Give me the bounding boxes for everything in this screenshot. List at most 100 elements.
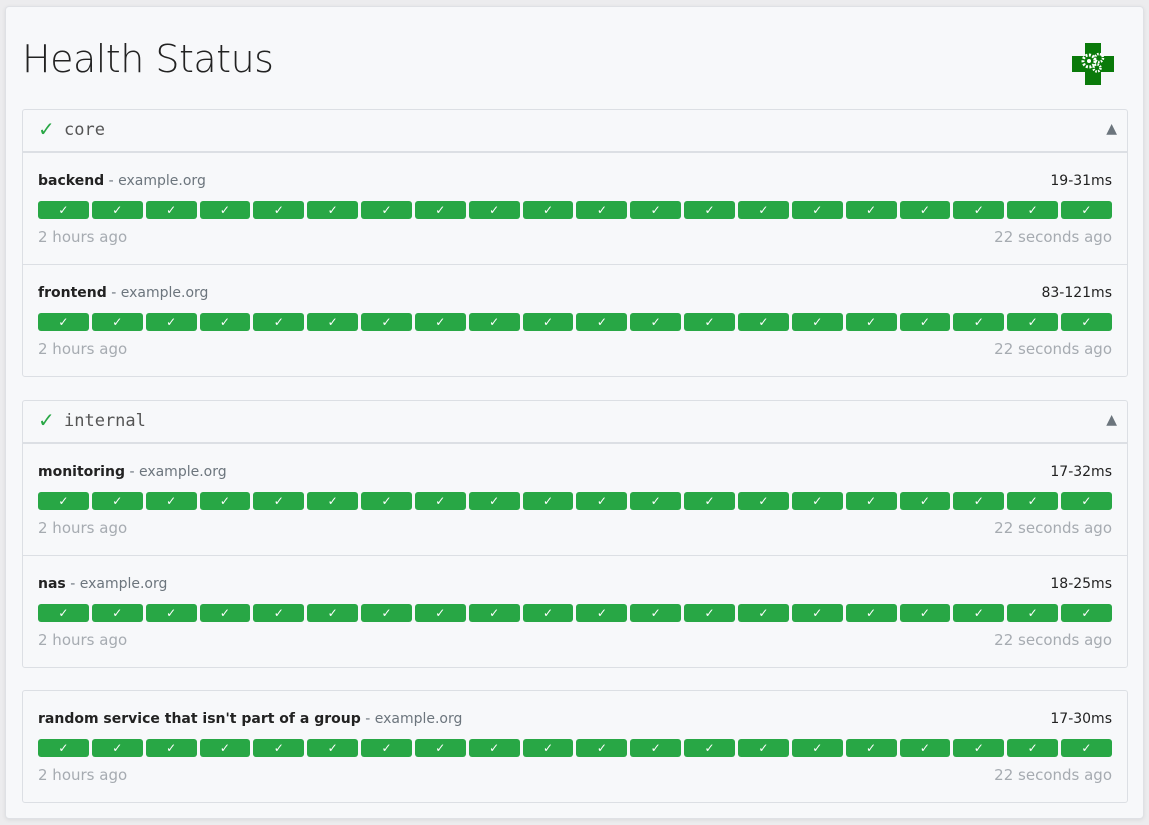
result-bar-success[interactable]: ✓ [38,739,89,757]
result-bar-success[interactable]: ✓ [845,739,897,757]
result-bar-success[interactable]: ✓ [1061,604,1112,622]
result-bar-success[interactable]: ✓ [145,313,197,331]
result-bar-success[interactable]: ✓ [414,492,466,510]
result-bar-success[interactable]: ✓ [522,201,574,219]
result-bar-success[interactable]: ✓ [468,313,520,331]
result-bar-success[interactable]: ✓ [91,739,143,757]
result-bar-success[interactable]: ✓ [253,604,305,622]
result-bar-success[interactable]: ✓ [737,313,789,331]
result-bar-success[interactable]: ✓ [953,313,1005,331]
result-bar-success[interactable]: ✓ [307,604,359,622]
result-bar-success[interactable]: ✓ [468,604,520,622]
result-bar-success[interactable]: ✓ [899,739,951,757]
result-bar-success[interactable]: ✓ [630,201,682,219]
result-bar-success[interactable]: ✓ [576,313,628,331]
result-bar-success[interactable]: ✓ [468,492,520,510]
result-bar-success[interactable]: ✓ [414,201,466,219]
result-bar-success[interactable]: ✓ [899,604,951,622]
result-bar-success[interactable]: ✓ [253,739,305,757]
collapse-triangle-icon[interactable]: ▲ [1106,121,1117,137]
result-bar-success[interactable]: ✓ [845,201,897,219]
result-bar-success[interactable]: ✓ [307,313,359,331]
result-bar-success[interactable]: ✓ [361,492,412,510]
group-header[interactable]: ✓ core ▲ [23,110,1127,153]
result-bar-success[interactable]: ✓ [91,201,143,219]
result-bar-success[interactable]: ✓ [522,739,574,757]
result-bar-success[interactable]: ✓ [1061,739,1112,757]
result-bar-success[interactable]: ✓ [199,604,251,622]
result-bar-success[interactable]: ✓ [630,313,682,331]
result-bar-success[interactable]: ✓ [1007,313,1059,331]
result-bar-success[interactable]: ✓ [1007,201,1059,219]
result-bar-success[interactable]: ✓ [91,492,143,510]
result-bar-success[interactable]: ✓ [145,492,197,510]
result-bar-success[interactable]: ✓ [38,201,89,219]
result-bar-success[interactable]: ✓ [953,201,1005,219]
result-bar-success[interactable]: ✓ [845,604,897,622]
result-bar-success[interactable]: ✓ [630,739,682,757]
result-bar-success[interactable]: ✓ [522,604,574,622]
service-name[interactable]: monitoring [38,464,125,480]
result-bar-success[interactable]: ✓ [307,201,359,219]
result-bar-success[interactable]: ✓ [361,201,412,219]
result-bar-success[interactable]: ✓ [307,492,359,510]
service-name[interactable]: random service that isn't part of a grou… [38,711,361,727]
result-bar-success[interactable]: ✓ [630,492,682,510]
result-bar-success[interactable]: ✓ [953,739,1005,757]
result-bar-success[interactable]: ✓ [361,604,412,622]
result-bar-success[interactable]: ✓ [576,492,628,510]
result-bar-success[interactable]: ✓ [361,739,412,757]
result-bar-success[interactable]: ✓ [91,313,143,331]
result-bar-success[interactable]: ✓ [684,313,735,331]
result-bar-success[interactable]: ✓ [953,492,1005,510]
result-bar-success[interactable]: ✓ [684,492,735,510]
result-bar-success[interactable]: ✓ [576,201,628,219]
result-bar-success[interactable]: ✓ [1061,492,1112,510]
result-bar-success[interactable]: ✓ [791,739,843,757]
result-bar-success[interactable]: ✓ [199,201,251,219]
result-bar-success[interactable]: ✓ [38,604,89,622]
result-bar-success[interactable]: ✓ [1007,604,1059,622]
result-bar-success[interactable]: ✓ [361,313,412,331]
result-bar-success[interactable]: ✓ [1061,201,1112,219]
result-bar-success[interactable]: ✓ [253,492,305,510]
result-bar-success[interactable]: ✓ [791,201,843,219]
service-name[interactable]: frontend [38,285,107,301]
group-header[interactable]: ✓ internal ▲ [23,401,1127,444]
result-bar-success[interactable]: ✓ [791,604,843,622]
result-bar-success[interactable]: ✓ [307,739,359,757]
result-bar-success[interactable]: ✓ [253,313,305,331]
result-bar-success[interactable]: ✓ [1061,313,1112,331]
result-bar-success[interactable]: ✓ [38,313,89,331]
result-bar-success[interactable]: ✓ [684,201,735,219]
result-bar-success[interactable]: ✓ [684,604,735,622]
result-bar-success[interactable]: ✓ [899,201,951,219]
result-bar-success[interactable]: ✓ [737,201,789,219]
result-bar-success[interactable]: ✓ [576,604,628,622]
result-bar-success[interactable]: ✓ [414,313,466,331]
result-bar-success[interactable]: ✓ [522,492,574,510]
collapse-triangle-icon[interactable]: ▲ [1106,412,1117,428]
result-bar-success[interactable]: ✓ [522,313,574,331]
result-bar-success[interactable]: ✓ [576,739,628,757]
result-bar-success[interactable]: ✓ [253,201,305,219]
result-bar-success[interactable]: ✓ [199,492,251,510]
service-name[interactable]: nas [38,576,66,592]
result-bar-success[interactable]: ✓ [845,492,897,510]
result-bar-success[interactable]: ✓ [199,313,251,331]
result-bar-success[interactable]: ✓ [414,739,466,757]
result-bar-success[interactable]: ✓ [145,201,197,219]
result-bar-success[interactable]: ✓ [953,604,1005,622]
result-bar-success[interactable]: ✓ [630,604,682,622]
result-bar-success[interactable]: ✓ [468,201,520,219]
result-bar-success[interactable]: ✓ [414,604,466,622]
result-bar-success[interactable]: ✓ [91,604,143,622]
result-bar-success[interactable]: ✓ [737,604,789,622]
result-bar-success[interactable]: ✓ [684,739,735,757]
result-bar-success[interactable]: ✓ [791,313,843,331]
result-bar-success[interactable]: ✓ [468,739,520,757]
result-bar-success[interactable]: ✓ [899,492,951,510]
result-bar-success[interactable]: ✓ [145,739,197,757]
result-bar-success[interactable]: ✓ [737,492,789,510]
result-bar-success[interactable]: ✓ [737,739,789,757]
